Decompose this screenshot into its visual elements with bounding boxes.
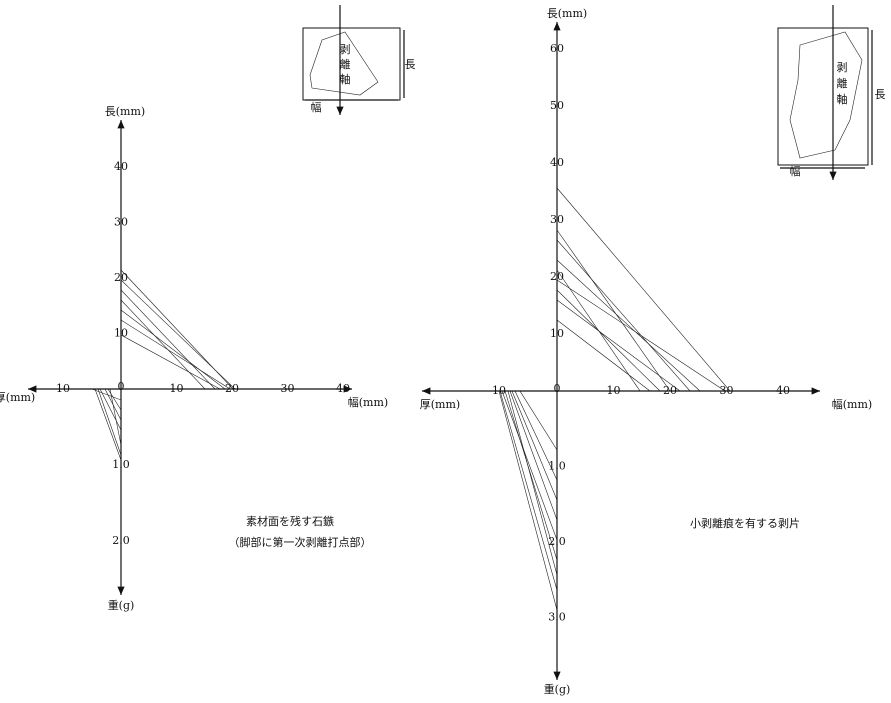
- tick-label: 30: [550, 213, 564, 226]
- tick-label: 10: [550, 327, 564, 340]
- inset-label: 剥: [340, 43, 351, 56]
- inset-label: 軸: [340, 72, 351, 86]
- tick-label: 60: [550, 42, 564, 55]
- tick-label: 10: [56, 382, 70, 395]
- caption: 素材面を残す石鏃: [246, 514, 334, 528]
- right-polygons: [498, 187, 731, 611]
- axis-label: 重(g): [544, 682, 571, 696]
- origin-label: 0: [554, 382, 561, 395]
- tick-label: 10: [607, 384, 621, 397]
- tick-label: 30: [281, 382, 295, 395]
- tick-label: 20: [114, 271, 128, 284]
- caption: （脚部に第一次剥離打点部）: [229, 535, 372, 549]
- tick-label: 10: [114, 327, 128, 340]
- tick-label: 1.0: [548, 460, 566, 473]
- tick-label: 40: [114, 160, 128, 173]
- inset-label: 長: [875, 88, 886, 101]
- inset-label: 長: [405, 58, 416, 71]
- left-inset: [302, 5, 405, 115]
- inset-label: 離: [837, 76, 848, 90]
- inset-label: 幅: [790, 165, 801, 178]
- inset-label: 離: [340, 57, 351, 71]
- axis-label: 厚(mm): [0, 391, 35, 404]
- tick-label: 40: [336, 382, 350, 395]
- tick-label: 30: [114, 216, 128, 229]
- axis-label: 幅(mm): [348, 396, 388, 409]
- tick-label: 30: [720, 384, 734, 397]
- tick-label: 2.0: [548, 535, 566, 548]
- axis-label: 幅(mm): [832, 398, 872, 411]
- inset-label: 幅: [311, 101, 322, 114]
- tick-label: 3.0: [548, 611, 566, 624]
- tick-label: 20: [663, 384, 677, 397]
- inset-label: 剥: [837, 61, 848, 74]
- tick-label: 20: [225, 382, 239, 395]
- origin-label: 0: [118, 380, 125, 393]
- left-polygons: [91, 269, 236, 461]
- tick-label: 2.0: [112, 534, 130, 547]
- tick-label: 20: [550, 270, 564, 283]
- caption: 小剥離痕を有する剥片: [690, 516, 800, 530]
- tick-label: 1.0: [112, 458, 130, 471]
- inset-label: 軸: [837, 92, 848, 106]
- tick-label: 40: [776, 384, 790, 397]
- tick-label: 40: [550, 156, 564, 169]
- tick-label: 10: [492, 384, 506, 397]
- tick-label: 10: [170, 382, 184, 395]
- axis-label: 長(mm): [105, 105, 145, 118]
- axis-label: 長(mm): [547, 7, 587, 20]
- axis-label: 重(g): [108, 598, 135, 612]
- tick-label: 50: [550, 99, 564, 112]
- right-inset: [777, 5, 873, 180]
- axis-label: 厚(mm): [420, 398, 460, 411]
